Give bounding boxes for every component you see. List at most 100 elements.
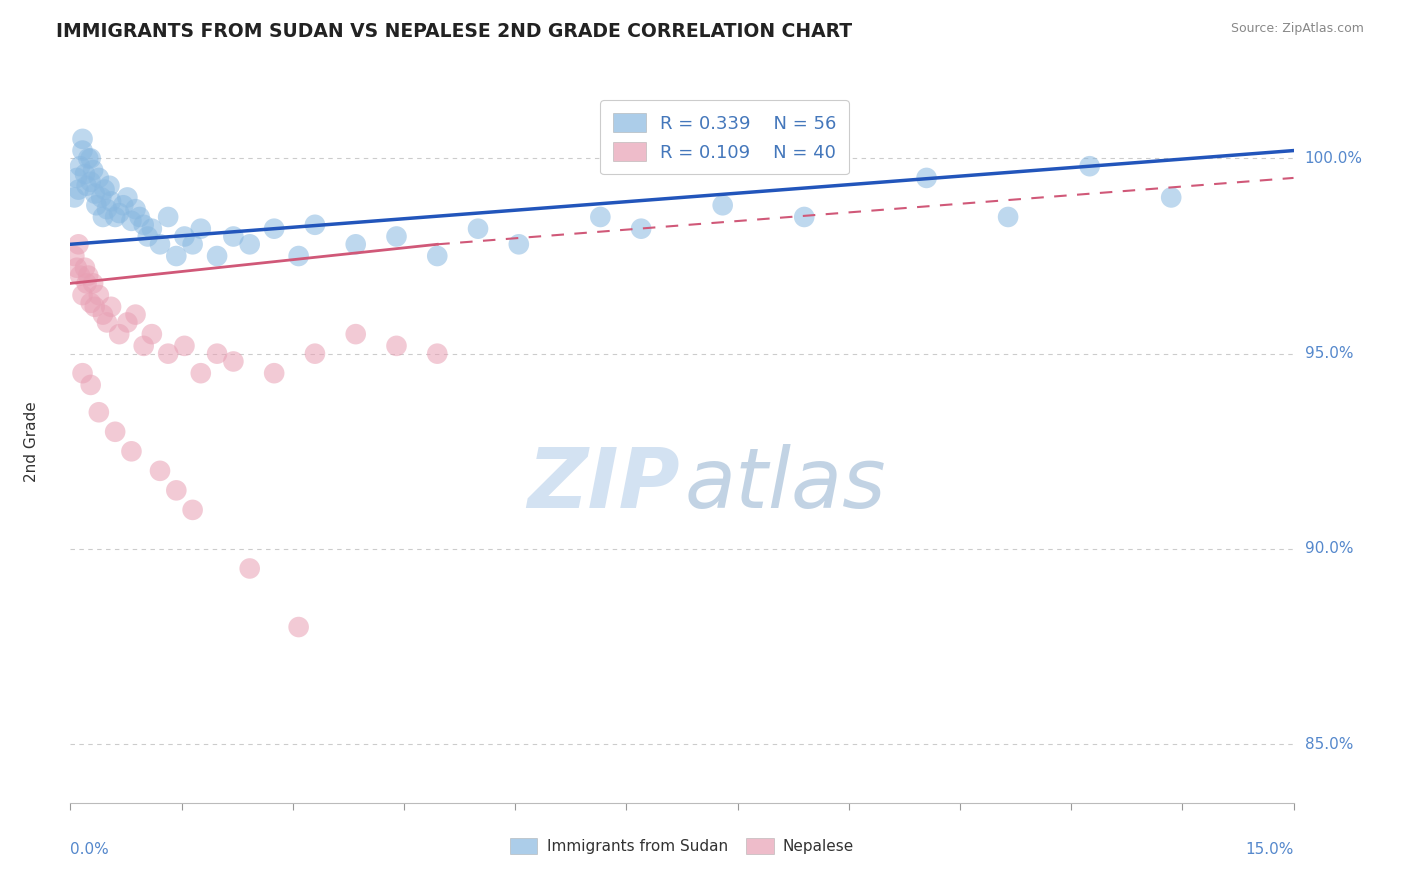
Point — [304, 218, 326, 232]
Point — [205, 346, 228, 360]
Text: 85.0%: 85.0% — [1305, 737, 1353, 752]
Point — [82, 277, 104, 291]
Point — [385, 339, 408, 353]
Point — [82, 163, 104, 178]
Point — [344, 327, 367, 342]
Point — [793, 210, 815, 224]
Point — [63, 249, 86, 263]
Point — [222, 229, 245, 244]
Text: ZIP: ZIP — [527, 444, 679, 525]
Point — [73, 167, 96, 181]
Point — [426, 346, 449, 360]
Point — [72, 144, 94, 158]
Point — [72, 288, 94, 302]
Point — [915, 170, 938, 185]
Text: IMMIGRANTS FROM SUDAN VS NEPALESE 2ND GRADE CORRELATION CHART: IMMIGRANTS FROM SUDAN VS NEPALESE 2ND GR… — [56, 22, 852, 41]
Point — [96, 202, 118, 216]
Text: atlas: atlas — [685, 444, 886, 525]
Point — [128, 210, 150, 224]
Point — [141, 327, 163, 342]
Point — [190, 366, 212, 380]
Text: 0.0%: 0.0% — [70, 842, 110, 856]
Point — [108, 206, 131, 220]
Point — [79, 175, 103, 189]
Point — [157, 346, 180, 360]
Point — [77, 268, 100, 283]
Point — [69, 268, 91, 283]
Point — [73, 260, 96, 275]
Point — [117, 190, 139, 204]
Point — [72, 366, 94, 380]
Point — [141, 221, 163, 235]
Point — [79, 378, 103, 392]
Point — [508, 237, 530, 252]
Point — [87, 288, 110, 302]
Point — [132, 218, 155, 232]
Legend: Immigrants from Sudan, Nepalese: Immigrants from Sudan, Nepalese — [503, 832, 860, 860]
Point — [287, 249, 309, 263]
Text: 100.0%: 100.0% — [1305, 151, 1362, 166]
Point — [149, 237, 172, 252]
Point — [1160, 190, 1182, 204]
Point — [344, 237, 367, 252]
Point — [93, 183, 115, 197]
Point — [91, 308, 114, 322]
Point — [96, 315, 118, 329]
Point — [100, 194, 122, 209]
Point — [239, 561, 262, 575]
Point — [79, 296, 103, 310]
Point — [91, 210, 114, 224]
Point — [104, 425, 127, 439]
Point — [630, 221, 652, 235]
Point — [66, 260, 89, 275]
Text: Source: ZipAtlas.com: Source: ZipAtlas.com — [1230, 22, 1364, 36]
Text: 15.0%: 15.0% — [1246, 842, 1294, 856]
Point — [385, 229, 408, 244]
Point — [87, 170, 110, 185]
Point — [190, 221, 212, 235]
Point — [589, 210, 612, 224]
Point — [66, 170, 89, 185]
Point — [117, 315, 139, 329]
Text: 95.0%: 95.0% — [1305, 346, 1353, 361]
Point — [112, 198, 135, 212]
Point — [711, 198, 734, 212]
Point — [205, 249, 228, 263]
Point — [63, 190, 86, 204]
Point — [263, 221, 285, 235]
Point — [69, 159, 91, 173]
Point — [165, 249, 187, 263]
Point — [157, 210, 180, 224]
Point — [79, 152, 103, 166]
Point — [149, 464, 172, 478]
Point — [132, 339, 155, 353]
Point — [72, 132, 94, 146]
Point — [239, 237, 262, 252]
Point — [100, 300, 122, 314]
Point — [467, 221, 489, 235]
Point — [181, 503, 204, 517]
Point — [426, 249, 449, 263]
Point — [86, 198, 108, 212]
Text: 90.0%: 90.0% — [1305, 541, 1353, 557]
Point — [121, 214, 143, 228]
Point — [108, 327, 131, 342]
Point — [1078, 159, 1101, 173]
Point — [263, 366, 285, 380]
Point — [76, 178, 98, 193]
Point — [181, 237, 204, 252]
Point — [124, 308, 146, 322]
Text: 2nd Grade: 2nd Grade — [24, 401, 38, 482]
Point — [287, 620, 309, 634]
Point — [124, 202, 146, 216]
Point — [67, 237, 90, 252]
Point — [136, 229, 159, 244]
Point — [87, 405, 110, 419]
Point — [222, 354, 245, 368]
Point — [67, 183, 90, 197]
Point — [173, 339, 195, 353]
Point — [90, 190, 112, 204]
Point — [997, 210, 1019, 224]
Point — [76, 277, 98, 291]
Point — [165, 483, 187, 498]
